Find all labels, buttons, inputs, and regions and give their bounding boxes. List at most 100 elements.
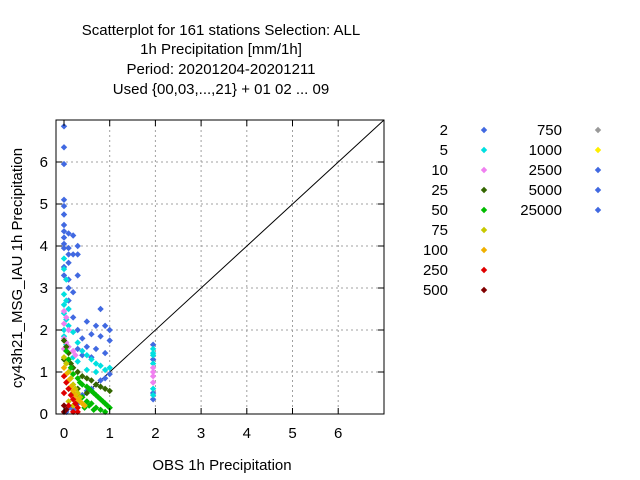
series-5 <box>60 255 157 399</box>
data-point <box>60 240 68 248</box>
data-point <box>65 305 72 313</box>
x-axis-ticks: 0 1 2 3 4 5 6 <box>60 120 342 442</box>
data-point <box>83 343 91 350</box>
data-point <box>90 406 97 413</box>
data-point <box>63 406 70 413</box>
data-point <box>65 402 72 409</box>
data-point <box>69 396 77 403</box>
data-point <box>67 375 75 382</box>
data-point <box>74 396 81 403</box>
data-point <box>101 375 109 382</box>
y-tick-label: 4 <box>40 238 48 255</box>
data-point <box>88 331 95 338</box>
legend-item: 2 <box>440 122 488 139</box>
data-point <box>97 406 104 413</box>
y-tick-label: 5 <box>40 196 48 213</box>
title-line-3: Period: 20201204-20201211 <box>126 61 315 78</box>
data-point <box>97 305 104 313</box>
data-point <box>97 396 104 403</box>
legend-item: 1000 <box>529 142 602 159</box>
data-point <box>65 251 72 258</box>
x-tick-label: 5 <box>288 425 296 442</box>
data-point <box>106 326 113 334</box>
data-point <box>79 347 86 355</box>
data-point <box>60 389 68 397</box>
data-point <box>74 404 81 411</box>
legend-marker <box>594 146 602 154</box>
diagonal-line <box>63 119 385 415</box>
legend-item: 25000 <box>520 202 602 219</box>
data-point <box>60 320 68 327</box>
data-point <box>149 373 157 380</box>
data-point <box>72 391 79 399</box>
data-point <box>63 360 70 367</box>
data-point <box>69 232 77 239</box>
data-point <box>60 354 68 361</box>
data-points <box>60 123 157 416</box>
series-2 <box>60 123 157 416</box>
legend-label: 10 <box>431 162 448 179</box>
data-point <box>60 402 68 409</box>
data-point <box>149 341 157 348</box>
data-point <box>65 322 72 329</box>
data-point <box>149 379 157 386</box>
legend-marker <box>480 146 488 154</box>
y-axis-ticks: 0 1 2 3 4 5 6 <box>40 154 384 423</box>
data-point <box>74 375 81 382</box>
legend-item: 500 <box>423 282 488 299</box>
legend-item: 50 <box>431 202 488 219</box>
data-point <box>60 265 68 273</box>
chart-title: Scatterplot for 161 stations Selection: … <box>82 22 361 98</box>
data-point <box>92 381 100 388</box>
data-point <box>149 368 157 376</box>
data-point <box>63 347 70 355</box>
data-point <box>83 318 91 325</box>
data-point <box>85 402 93 409</box>
legend-label: 5000 <box>529 182 562 199</box>
data-point <box>92 345 100 353</box>
data-point <box>65 259 72 266</box>
x-axis-label: OBS 1h Precipitation <box>152 457 291 474</box>
data-point <box>79 373 86 380</box>
legend-label: 500 <box>423 282 448 299</box>
data-point <box>60 373 68 380</box>
legend-marker <box>480 286 488 294</box>
data-point <box>69 289 77 296</box>
data-point <box>69 370 77 378</box>
data-point <box>69 387 77 395</box>
legend-marker <box>594 166 602 174</box>
legend-item: 75 <box>431 222 488 239</box>
data-point <box>79 352 86 359</box>
data-point <box>101 322 109 329</box>
y-tick-label: 3 <box>40 280 48 297</box>
data-point <box>88 356 95 363</box>
data-point <box>60 255 68 262</box>
data-point <box>60 291 68 298</box>
data-point <box>63 379 70 386</box>
data-point <box>69 347 77 355</box>
legend-label: 2500 <box>529 162 562 179</box>
data-point <box>60 326 68 334</box>
legend-item: 10 <box>431 162 488 179</box>
data-point <box>92 360 100 367</box>
data-point <box>97 333 104 340</box>
data-point <box>60 364 68 371</box>
data-point <box>101 400 109 407</box>
data-point <box>60 234 68 241</box>
title-line-1: Scatterplot for 161 stations Selection: … <box>82 22 361 39</box>
y-tick-label: 6 <box>40 154 48 171</box>
y-axis-label: cy43h21_MSG_IAU 1h Precipitation <box>9 148 26 388</box>
data-point <box>149 352 157 359</box>
data-point <box>60 144 68 151</box>
legend-item: 5 <box>440 142 488 159</box>
legend-marker <box>480 266 488 274</box>
x-tick-label: 1 <box>106 425 114 442</box>
data-point <box>74 345 81 353</box>
legend-marker <box>594 186 602 194</box>
data-point <box>60 160 68 168</box>
data-point <box>60 301 68 308</box>
data-point <box>60 221 68 229</box>
data-point <box>60 307 68 315</box>
legend-label: 2 <box>440 122 448 139</box>
